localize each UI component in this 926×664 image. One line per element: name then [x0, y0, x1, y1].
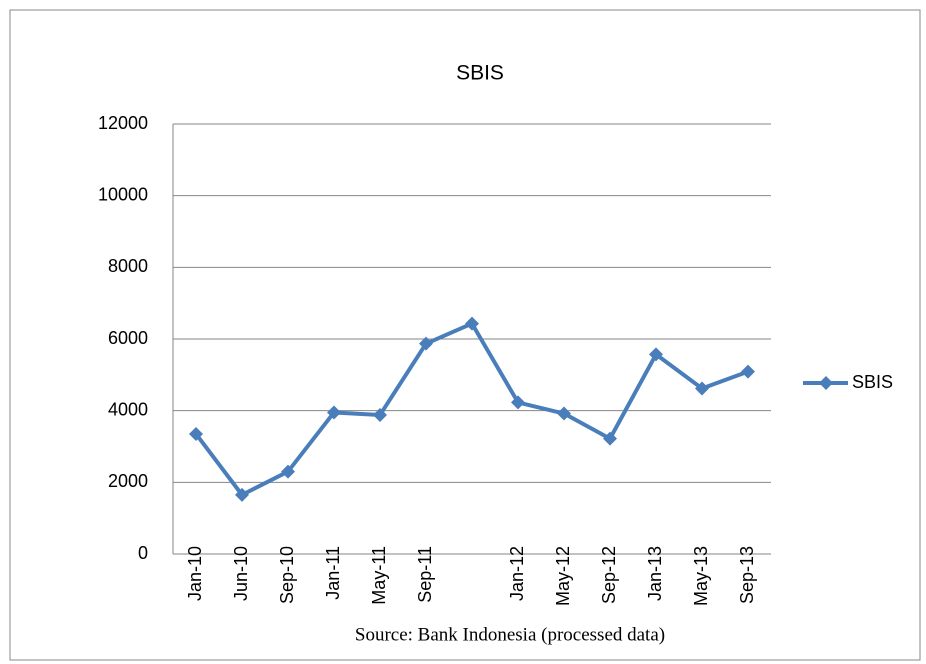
x-tick-label: Jan-13	[645, 546, 665, 601]
data-point	[741, 364, 755, 379]
data-point	[419, 336, 433, 351]
data-point	[511, 395, 525, 410]
data-point	[465, 316, 479, 331]
y-tick-label: 4000	[108, 399, 148, 419]
x-tick-label: May-13	[691, 546, 711, 606]
y-tick-label: 2000	[108, 471, 148, 491]
x-tick-label: Sep-11	[415, 546, 435, 603]
x-tick-label: May-12	[553, 546, 573, 606]
x-tick-label: Sep-10	[277, 546, 297, 604]
data-point	[189, 426, 203, 441]
chart-title: SBIS	[456, 62, 504, 85]
x-tick-label: Jan-11	[323, 546, 343, 600]
legend-label: SBIS	[852, 372, 893, 392]
data-point	[281, 464, 295, 479]
x-tick-label: Jan-10	[185, 546, 205, 601]
data-point	[695, 381, 709, 396]
chart-border	[9, 9, 921, 661]
data-point	[327, 405, 341, 420]
data-point	[603, 431, 617, 446]
x-tick-label: Sep-13	[737, 546, 757, 604]
x-tick-label: Jun-10	[231, 546, 251, 601]
source-note: Source: Bank Indonesia (processed data)	[355, 624, 665, 645]
x-tick-label: Sep-12	[599, 546, 619, 604]
data-point	[557, 406, 571, 421]
x-tick-label: May-11	[369, 546, 389, 605]
legend-marker	[819, 376, 833, 390]
y-tick-label: 12000	[98, 113, 148, 133]
data-point	[235, 487, 249, 502]
x-tick-label: Jan-12	[507, 546, 527, 601]
y-tick-label: 10000	[98, 184, 148, 204]
data-point	[649, 347, 663, 362]
y-tick-label: 8000	[108, 256, 148, 276]
y-tick-label: 0	[138, 543, 148, 563]
data-point	[373, 407, 387, 422]
y-tick-label: 6000	[108, 328, 148, 348]
